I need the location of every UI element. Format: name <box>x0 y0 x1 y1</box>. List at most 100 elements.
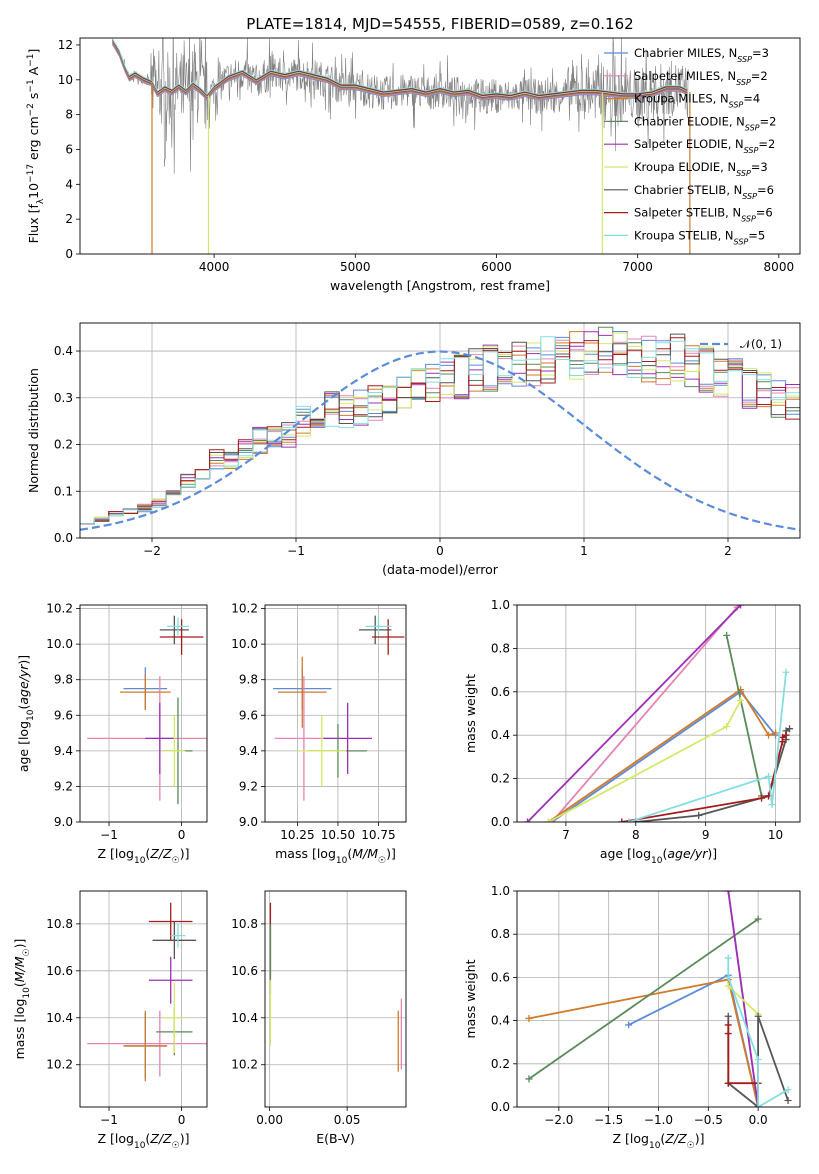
y-tick-label: 1.0 <box>491 598 510 612</box>
y-tick-label: 9.0 <box>54 815 73 829</box>
histogram-chabrier_elodie <box>80 326 800 525</box>
x-axis-label: Z [log10(Z/Z☉)] <box>613 1131 705 1151</box>
marker-chabrier_miles <box>625 1021 633 1029</box>
x-tick-label: 0.0 <box>749 1113 768 1127</box>
label-part: age/yr <box>16 664 31 705</box>
axes-frame <box>516 604 801 823</box>
spectrum-panel: 4000 5000 6000 7000 8000 0 2 4 6 8 10 12 wavelength … <box>26 37 801 293</box>
label-part: Z [log <box>613 1131 649 1146</box>
legend-label: Kroupa MILES, NSSP=4 <box>634 92 760 110</box>
y-tick-label: 4 <box>65 177 73 191</box>
x-axis-label: wavelength [Angstrom, rest frame] <box>330 278 550 293</box>
histogram-salpeter_stelib <box>80 337 800 525</box>
axes-frame <box>264 890 407 1108</box>
normal-curve <box>80 350 800 531</box>
points <box>87 615 207 805</box>
legend-sub: SSP <box>744 146 759 155</box>
y-tick-label: 0.4 <box>491 1014 510 1028</box>
label-part: mass weight <box>463 959 478 1038</box>
y-tick-label: 10.6 <box>46 964 73 978</box>
label-part: 10 <box>26 709 36 721</box>
marker-salpeter_stelib <box>782 731 790 739</box>
y-tick-label: 9.8 <box>54 673 73 687</box>
label-part: Flux [f <box>26 204 41 244</box>
points <box>87 902 207 1082</box>
x-tick-label: −1 <box>287 544 305 558</box>
series-salpeter_miles <box>551 606 738 822</box>
lines <box>523 605 794 822</box>
label-part: ☉ <box>172 1141 180 1151</box>
axes-frame <box>79 37 801 255</box>
y-tick-label: 6 <box>65 142 73 156</box>
marker-chabrier_stelib <box>754 1012 762 1020</box>
x-tick-label: −1.5 <box>594 1113 623 1127</box>
label-part: )] <box>386 846 396 861</box>
legend-n: =2 <box>758 137 775 151</box>
axes-frame <box>516 890 801 1108</box>
y-tick-label: 0.6 <box>491 970 510 984</box>
label-part: ( <box>662 846 667 861</box>
marker-kroupa_miles <box>772 729 780 737</box>
y-tick-label: 9.2 <box>54 779 73 793</box>
weight_vs_Z-panel: −2.0 −1.5 −1.0 −0.5 0.0 0.0 0.2 0.4 0.6 0.8 1.0 Z [… <box>463 884 801 1151</box>
legend-label: Salpeter MILES, NSSP=2 <box>634 69 768 87</box>
marker-kroupa_stelib <box>754 1103 762 1107</box>
axes-frame <box>79 890 208 1108</box>
y-tick-label: 9.0 <box>239 815 258 829</box>
legend-n: =4 <box>743 92 760 106</box>
x-tick-label: 0.05 <box>334 1113 361 1127</box>
y-axis-label: age [log10(age/yr)] <box>16 655 36 772</box>
y-tick-label: 0.3 <box>54 391 73 405</box>
y-tick-label: 0.8 <box>491 927 510 941</box>
label-part: Z [log <box>98 846 134 861</box>
marker-kroupa_miles <box>765 731 773 739</box>
series-kroupa_miles <box>547 688 776 822</box>
y-tick-label: 10.2 <box>231 1058 258 1072</box>
series-chabrier_elodie <box>725 635 763 797</box>
label-part: )] <box>695 1131 705 1146</box>
axes-frame <box>79 604 208 823</box>
legend-text: Chabrier ELODIE, N <box>634 114 745 128</box>
marker-chabrier_elodie <box>723 631 731 639</box>
spectrum-data <box>112 38 691 254</box>
x-axis-label: Z [log10(Z/Z☉)] <box>98 1131 190 1151</box>
model-spectrum-chabrier_elodie <box>112 41 688 99</box>
age_vs_Z-panel: −1 09.09.29.49.69.810.010.2Z [log10(Z/Z☉)… <box>16 602 208 866</box>
legend-sub: SSP <box>741 214 756 223</box>
marker-chabrier_stelib <box>724 1012 732 1020</box>
label-part: −1 <box>26 79 36 92</box>
marker-kroupa_stelib <box>782 668 790 676</box>
model-spectrum-salpeter_elodie <box>112 41 688 98</box>
label-part: s <box>26 93 41 104</box>
legend-label: Chabrier MILES, NSSP=3 <box>634 46 769 64</box>
x-tick-label: 9 <box>702 828 710 842</box>
histogram-chabrier_stelib <box>80 333 800 525</box>
legend-sub: SSP <box>729 100 744 109</box>
label-part: ( <box>145 1131 150 1146</box>
marker-chabrier_stelib <box>786 725 794 733</box>
x-tick-label: −0.5 <box>694 1113 723 1127</box>
y-tick-label: 9.6 <box>54 708 73 722</box>
x-tick-label: 0 <box>436 544 444 558</box>
y-axis-label: Normed distribution <box>26 368 41 493</box>
x-tick-label: 8 <box>632 828 640 842</box>
y-tick-label: 0 <box>65 247 73 261</box>
model-spectrum-salpeter_stelib <box>112 39 688 96</box>
label-part: )] <box>180 846 190 861</box>
legend-n: =3 <box>752 46 769 60</box>
legend-normal-label: 𝒩(0, 1) <box>740 337 782 351</box>
legend-label: Chabrier ELODIE, NSSP=2 <box>634 114 776 131</box>
y-tick-label: 12 <box>58 38 73 52</box>
marker-kroupa_elodie <box>737 696 745 704</box>
label-part: Z/Z <box>149 1131 172 1146</box>
label-part: −17 <box>26 164 36 183</box>
mass_vs_Z-panel: −1 010.210.410.610.8Z [log10(Z/Z☉)]mass [… <box>12 890 208 1151</box>
series-kroupa_stelib <box>628 672 787 822</box>
label-part: ☉ <box>687 1141 695 1151</box>
marker-salpeter_stelib <box>724 1030 732 1038</box>
legend-text: Chabrier MILES, N <box>634 46 737 60</box>
legend-sub: SSP <box>736 169 751 178</box>
label-part: 10 <box>22 987 32 999</box>
label-part: ] <box>26 49 41 54</box>
histogram-chabrier_miles <box>80 331 800 525</box>
